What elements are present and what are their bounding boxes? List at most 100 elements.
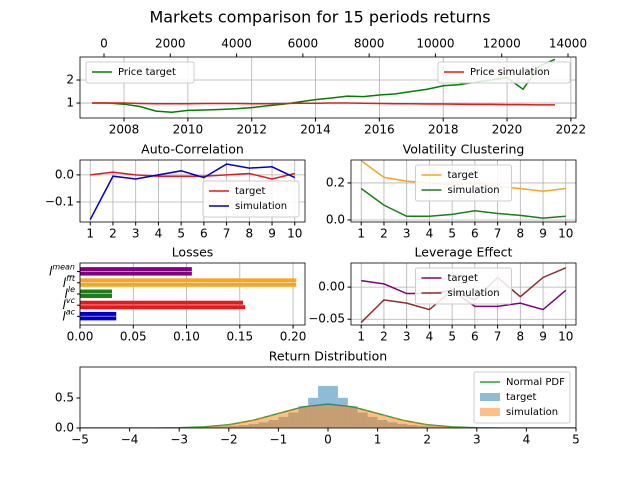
x-tick-label: 7 [494,227,502,241]
x-tick-label: 3 [403,330,411,344]
histogram-bar [238,421,249,428]
bar [80,271,192,276]
legend-box [85,61,195,84]
axes-frame [79,262,306,326]
y-tick-label: lmean [49,262,75,278]
bar [80,267,192,272]
x-tick-label: 2 [109,227,117,241]
axes-frame [79,159,306,223]
histogram-bar [367,412,378,428]
bar [80,282,297,287]
x-tick-label: 1 [374,433,382,447]
legend-label: target [448,170,478,181]
x-tick-label: 2018 [428,123,459,137]
x-tick-label: 10 [558,330,573,344]
chart-title: Return Distribution [269,349,387,364]
legend-label: target [235,186,265,197]
y-tick-label: 0.0 [55,167,74,181]
series-line [92,102,555,106]
x-tick-label: 5 [448,330,456,344]
y-tick-label: 2 [66,73,74,87]
x-tick-label: 2010 [173,123,204,137]
x2-tick-label: 6000 [288,37,319,51]
category-sup: ac [66,307,76,316]
legend-swatch [480,408,500,416]
y-tick-label: 0.0 [55,421,74,435]
plot-area [89,163,296,220]
x2-tick-label: 10000 [416,37,454,51]
histogram-bar [288,409,299,428]
x-tick-label: 6 [200,227,208,241]
x-tick-label: −3 [170,433,188,447]
figure-title: Markets comparison for 15 periods return… [149,8,490,27]
category-base: l [49,264,53,278]
y-tick-label: 0.5 [55,391,74,405]
legend-label: Price target [118,67,176,78]
legend-swatch [480,393,500,401]
histogram-bar [427,424,438,428]
bar [80,294,112,298]
x-tick-label: 1 [357,330,365,344]
legend-label: simulation [235,201,287,212]
x2-tick-label: 2000 [155,37,186,51]
x2-tick-label: 14000 [549,37,587,51]
category-base: l [63,298,67,312]
x-tick-label: 10 [287,227,302,241]
x-tick-label: 10 [558,227,573,241]
legend-box [437,61,571,84]
x-tick-label: 0.15 [226,330,253,344]
y-tick-label: lac [62,307,75,323]
y-tick-label: 0.00 [318,280,345,294]
y-tick-label: 0.2 [326,175,345,189]
legend-label: Normal PDF [506,377,565,388]
x-tick-label: 7 [223,227,231,241]
series-line [360,187,566,219]
x-tick-label: 4 [155,227,163,241]
x-tick-label: 5 [177,227,185,241]
histogram-bar [357,409,368,428]
x-tick-label: 4 [426,330,434,344]
legend-label: simulation [448,185,500,196]
x-tick-label: 2 [380,227,388,241]
x-tick-label: 9 [539,227,547,241]
chart-title: Auto-Correlation [141,142,244,157]
histogram-bar [218,424,229,428]
histogram-bar [258,417,269,428]
x-tick-label: 2 [380,330,388,344]
x-tick-label: 0.20 [280,330,307,344]
x-tick-label: 7 [494,330,502,344]
x2-tick-label: 0 [100,37,108,51]
x-tick-label: 0 [324,433,332,447]
x-tick-label: 2 [423,433,431,447]
histogram-bar [298,407,309,428]
histogram-bar [248,419,259,428]
category-sup: mean [52,262,75,271]
y-tick-label: 1 [66,96,74,110]
y-tick-label: lle [65,285,76,301]
histogram-bar [318,405,328,428]
x-tick-label: −2 [220,433,238,447]
x-tick-label: 6 [471,227,479,241]
category-base: l [65,287,69,301]
histogram-bar [228,423,239,428]
x-tick-label: 3 [473,433,481,447]
series-line [89,163,296,220]
x-tick-label: 0.00 [67,330,94,344]
histogram-bar [328,405,338,428]
axes-frame [79,366,577,429]
x-tick-label: −5 [71,433,89,447]
category-base: l [62,309,66,323]
x-tick-label: 2016 [364,123,395,137]
x-tick-label: 2020 [492,123,523,137]
y-tick-label: lvc [63,296,76,312]
x-tick-label: 3 [403,227,411,241]
chart-title: Leverage Effect [415,245,513,260]
x-tick-label: −4 [121,433,139,447]
x2-tick-label: 8000 [354,37,385,51]
x-tick-label: 2008 [109,123,140,137]
histogram-bar [337,406,348,428]
x-tick-label: 2012 [236,123,267,137]
legend-label: Price simulation [470,67,550,78]
plot-area [80,267,297,321]
chart-title: Volatility Clustering [403,142,525,157]
